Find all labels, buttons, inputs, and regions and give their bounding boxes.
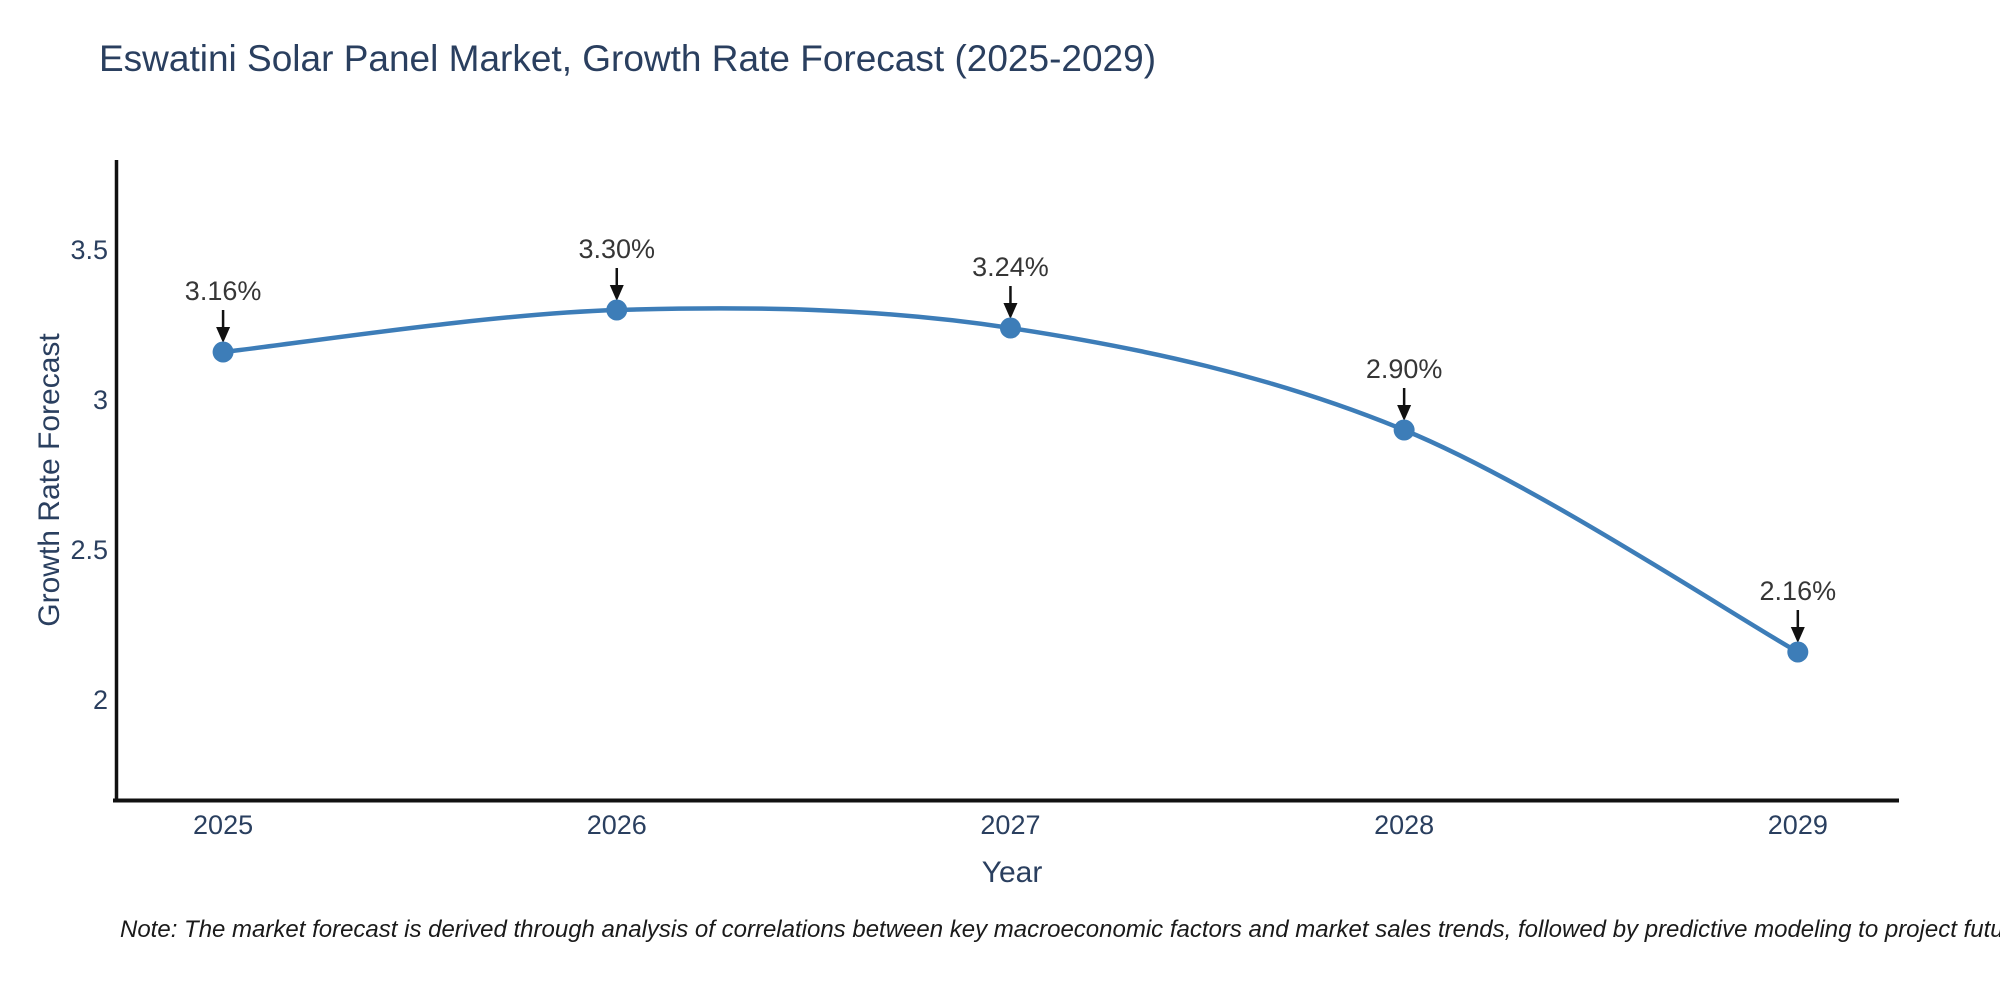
x-tick-label: 2028 xyxy=(1374,810,1434,840)
data-point-marker[interactable] xyxy=(1393,419,1415,441)
x-axis-title: Year xyxy=(981,856,1043,889)
chart-title: Eswatini Solar Panel Market, Growth Rate… xyxy=(99,38,1157,79)
growth-rate-line xyxy=(220,306,1801,655)
x-tick-label: 2029 xyxy=(1768,810,1828,840)
data-point-label: 3.30% xyxy=(578,234,655,264)
data-point-label: 2.90% xyxy=(1366,354,1443,384)
annotation-arrowhead xyxy=(216,327,231,344)
annotation-arrowhead xyxy=(609,285,624,302)
y-tick-label: 2 xyxy=(93,685,108,715)
data-point-label: 3.16% xyxy=(185,276,262,306)
x-tick-label: 2026 xyxy=(587,810,647,840)
annotation-arrowhead xyxy=(1003,303,1018,320)
data-point-label: 3.24% xyxy=(972,252,1049,282)
y-tick-label: 3 xyxy=(93,385,108,415)
footnote: Note: The market forecast is derived thr… xyxy=(120,916,2000,943)
y-tick-label: 3.5 xyxy=(70,235,108,265)
annotation-arrowhead xyxy=(1790,627,1805,644)
data-point-label: 2.16% xyxy=(1760,576,1837,606)
x-tick-label: 2027 xyxy=(980,810,1040,840)
x-tick-label: 2025 xyxy=(193,810,253,840)
data-point-marker[interactable] xyxy=(999,317,1021,339)
y-tick-label: 2.5 xyxy=(70,535,108,565)
data-point-marker[interactable] xyxy=(1787,641,1809,663)
data-point-marker[interactable] xyxy=(212,341,234,363)
data-point-marker[interactable] xyxy=(606,299,628,321)
annotation-arrowhead xyxy=(1397,405,1412,422)
y-axis-title: Growth Rate Forecast xyxy=(33,333,66,627)
